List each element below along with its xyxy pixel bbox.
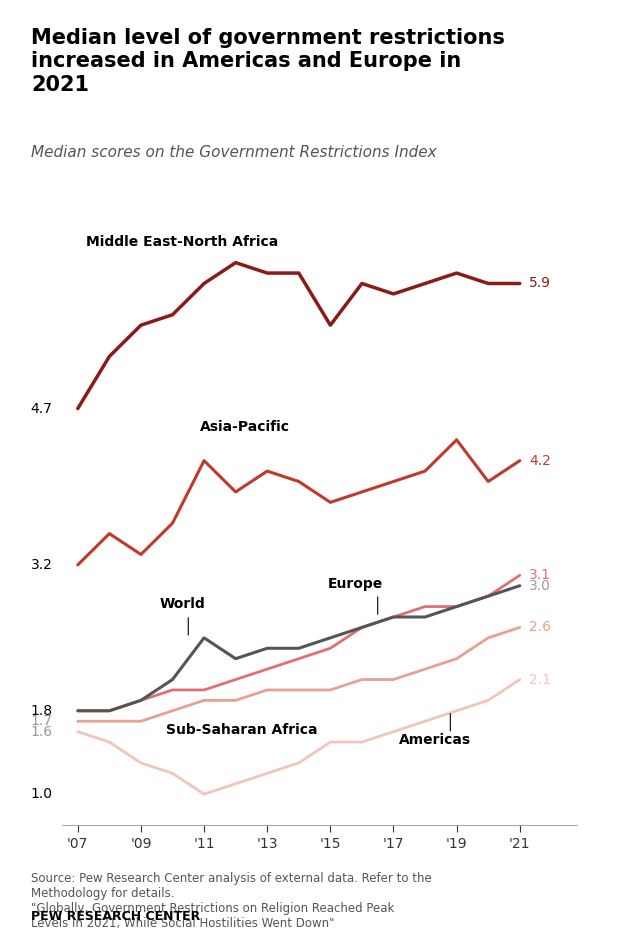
Text: Middle East-North Africa: Middle East-North Africa	[86, 234, 278, 249]
Text: Source: Pew Research Center analysis of external data. Refer to the
Methodology : Source: Pew Research Center analysis of …	[31, 872, 432, 930]
Text: 4.2: 4.2	[529, 454, 551, 468]
Text: 1.0: 1.0	[30, 787, 53, 801]
Text: Median level of government restrictions
increased in Americas and Europe in
2021: Median level of government restrictions …	[31, 28, 505, 95]
Text: 4.7: 4.7	[30, 401, 53, 416]
Text: 3.0: 3.0	[529, 579, 551, 593]
Text: Asia-Pacific: Asia-Pacific	[200, 420, 290, 434]
Text: Sub-Saharan Africa: Sub-Saharan Africa	[166, 722, 317, 736]
Text: Europe: Europe	[328, 577, 383, 591]
Text: 2.1: 2.1	[529, 673, 551, 687]
Text: 3.2: 3.2	[30, 558, 53, 572]
Text: 5.9: 5.9	[529, 277, 551, 291]
Text: Americas: Americas	[399, 733, 471, 747]
Text: 2.6: 2.6	[529, 620, 551, 634]
Text: 1.6: 1.6	[30, 725, 53, 738]
Text: World: World	[159, 598, 205, 612]
Text: PEW RESEARCH CENTER: PEW RESEARCH CENTER	[31, 910, 200, 923]
Text: Median scores on the Government Restrictions Index: Median scores on the Government Restrict…	[31, 145, 436, 160]
Text: 1.7: 1.7	[30, 714, 53, 728]
Text: 3.1: 3.1	[529, 568, 551, 582]
Text: 1.8: 1.8	[30, 704, 53, 718]
